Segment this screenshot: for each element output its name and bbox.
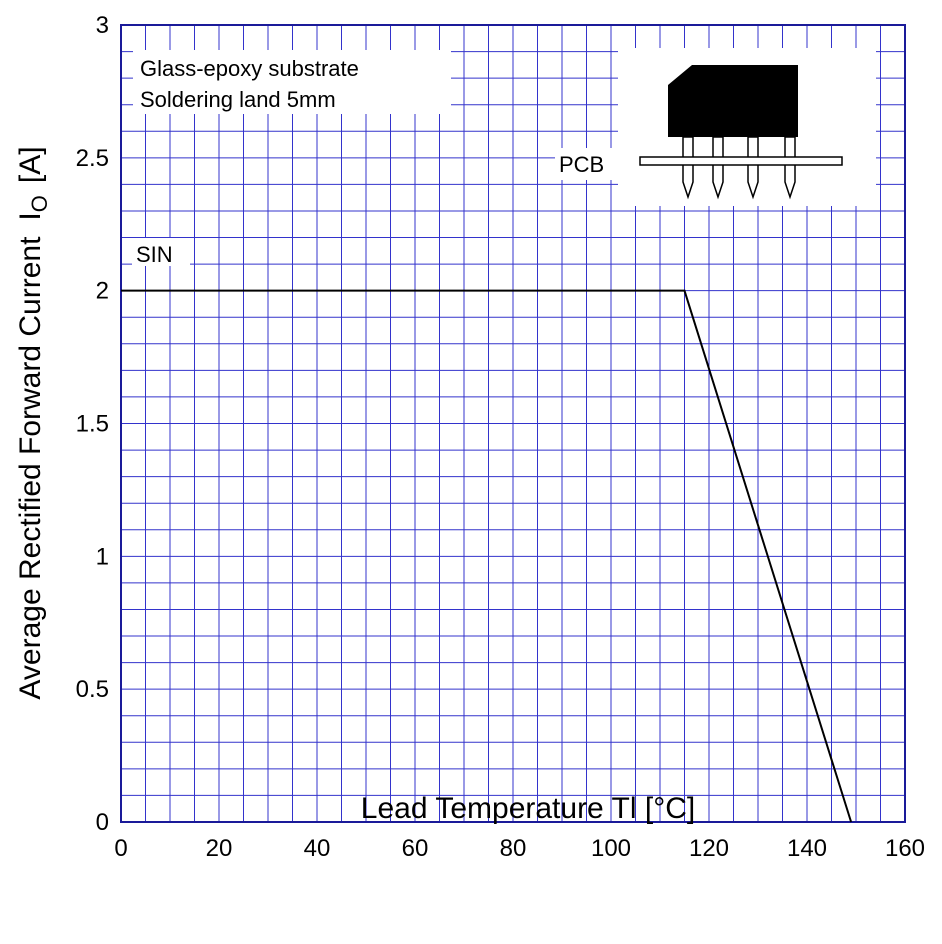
y-tick-label: 0.5 [76,676,109,703]
x-tick-label: 80 [500,835,527,862]
x-tick-label: 40 [304,835,331,862]
series-layer [121,289,853,823]
x-tick-label: 0 [114,835,127,862]
package-pins [682,136,796,200]
y-tick-label: 1 [96,543,109,570]
pcb-label: PCB [559,152,604,177]
y-axis-title-unit: [A] [14,146,47,183]
tick-labels: 0 20 40 60 80 100 120 140 160 0 0.5 1 1.5 2 2.5 3 [76,12,925,862]
plot-border [120,24,906,823]
y-axis-title-subscript: O [27,195,52,212]
series-label-sin: SIN [136,242,173,267]
x-axis-title: Lead Temperature Tl [°C] [361,792,695,825]
x-tick-label: 100 [591,835,631,862]
pin-1 [682,136,694,200]
y-axis-title: Average Rectified Forward Current IO [A] [14,146,52,699]
substrate-note-line2: Soldering land 5mm [140,87,336,112]
series-label: SIN [132,238,190,267]
y-tick-label: 1.5 [76,411,109,438]
x-tick-label: 120 [689,835,729,862]
y-tick-label: 0 [96,809,109,836]
y-axis-title-symbol: I [14,212,47,220]
grid [121,25,905,822]
x-tick-label: 160 [885,835,925,862]
substrate-note-line1: Glass-epoxy substrate [140,56,359,81]
x-tick-label: 20 [206,835,233,862]
plot-frame [120,24,906,823]
pcb-board [639,156,843,166]
pin-4 [784,136,796,200]
y-axis-title-main: Average Rectified Forward Current [14,236,47,700]
series-line-sin [121,289,853,823]
y-tick-label: 3 [96,12,109,39]
pcb-label-bg [555,148,619,180]
pin-2 [712,136,724,200]
x-tick-label: 60 [402,835,429,862]
substrate-note: Glass-epoxy substrate Soldering land 5mm [133,50,451,114]
package-body [668,65,798,137]
package-illustration: PCB [555,48,876,206]
series-label-bg [132,238,190,266]
x-tick-label: 140 [787,835,827,862]
substrate-note-bg [133,50,451,114]
y-tick-label: 2 [96,278,109,305]
y-tick-label: 2.5 [76,145,109,172]
pin-3 [747,136,759,200]
